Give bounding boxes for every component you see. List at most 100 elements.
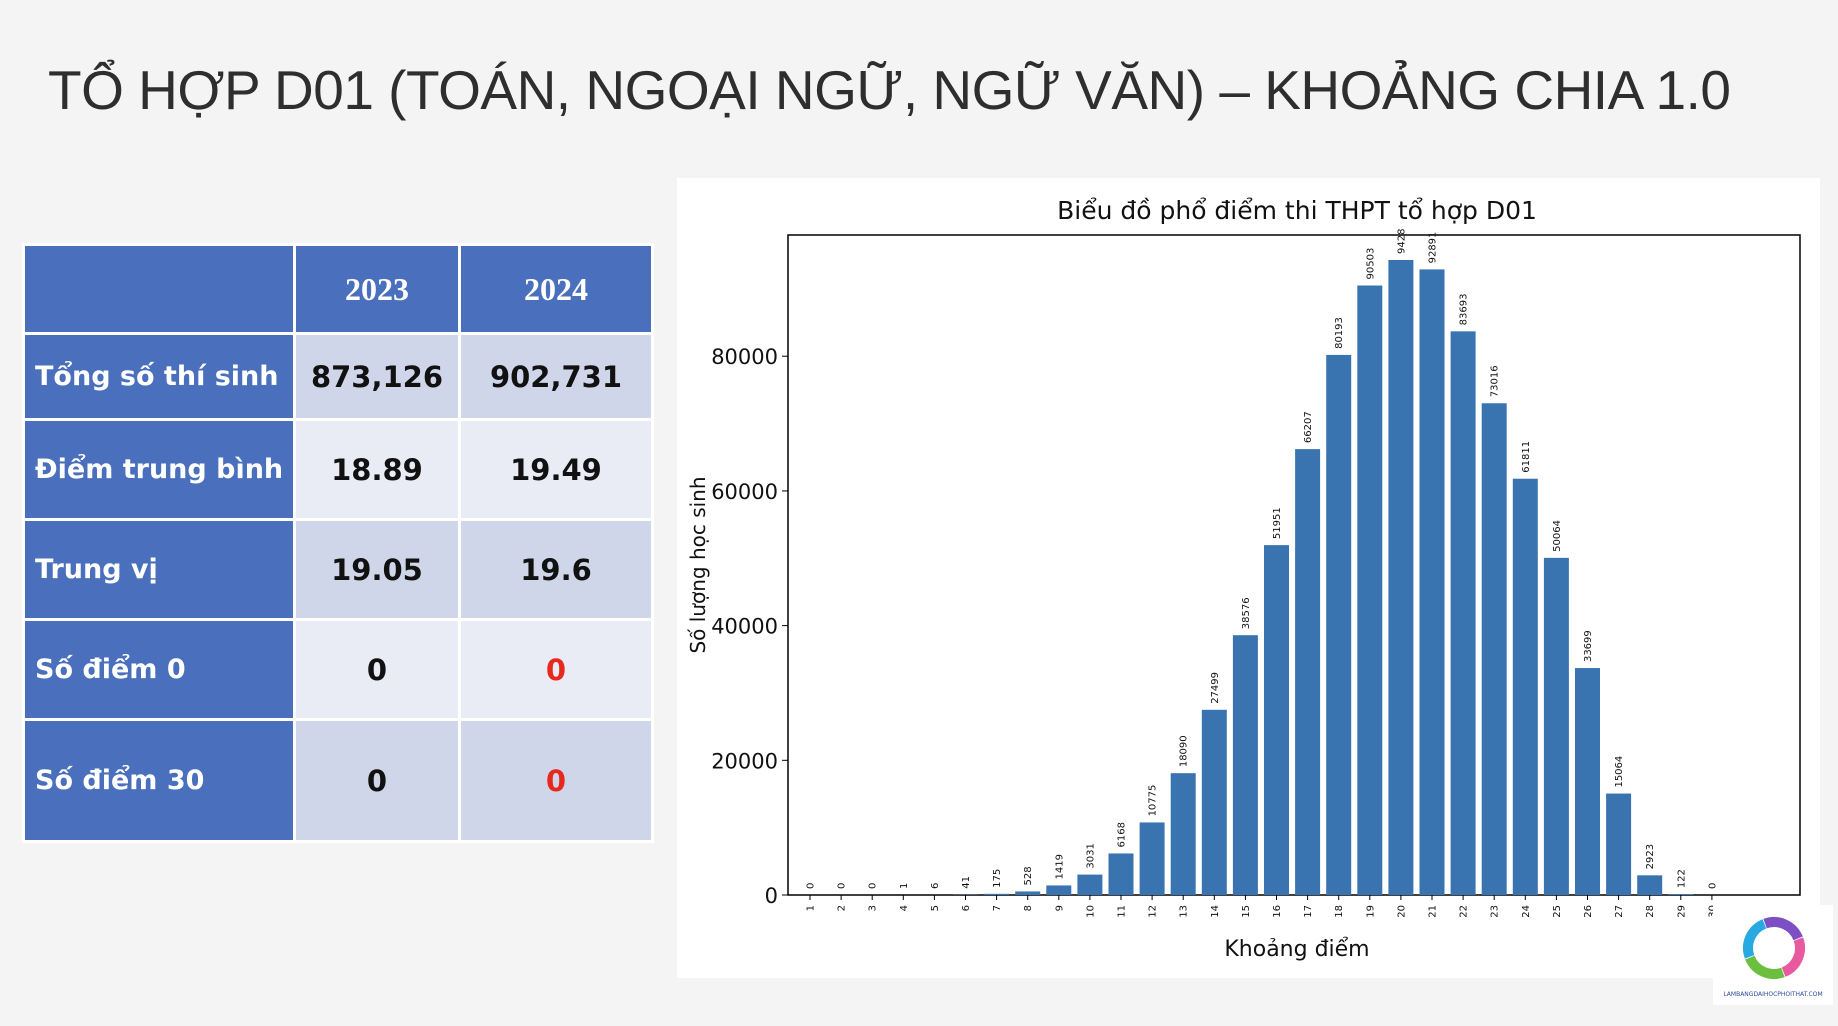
cell-2023: 0 bbox=[293, 718, 461, 843]
cell-2024: 0 bbox=[458, 718, 654, 843]
bar-13 bbox=[1170, 773, 1196, 895]
data-label: 92891 bbox=[1428, 232, 1439, 264]
y-tick-label: 0 bbox=[765, 884, 778, 908]
x-tick-label: 14 bbox=[1210, 905, 1221, 918]
data-label: 0 bbox=[837, 883, 848, 889]
stats-table: 2023 2024 Tổng số thí sinh 873,126 902,7… bbox=[22, 243, 654, 843]
bar-10 bbox=[1077, 874, 1103, 895]
x-tick-label: 23 bbox=[1490, 905, 1501, 918]
data-label: 0 bbox=[868, 883, 879, 889]
data-label: 15064 bbox=[1614, 756, 1625, 788]
bar-26 bbox=[1575, 668, 1600, 895]
data-label: 61811 bbox=[1521, 441, 1532, 473]
row-label-median: Trung vị bbox=[22, 518, 296, 621]
data-label: 73016 bbox=[1490, 365, 1501, 397]
data-label: 0 bbox=[806, 883, 817, 889]
x-tick-label: 22 bbox=[1459, 905, 1470, 918]
data-label: 80193 bbox=[1334, 317, 1345, 349]
row-label-thirty: Số điểm 30 bbox=[22, 718, 296, 843]
x-tick-label: 2 bbox=[837, 905, 848, 911]
bar-18 bbox=[1326, 354, 1352, 895]
table-row: Điểm trung bình 18.89 19.49 bbox=[22, 418, 654, 521]
data-label: 10775 bbox=[1148, 785, 1159, 817]
data-label: 66207 bbox=[1303, 411, 1314, 443]
bars-group: 0 0 0 1 6 41 175 528 1419 3031 6168 10775 18090 27499… bbox=[806, 229, 1718, 895]
slide-title: TỔ HỢP D01 (TOÁN, NGOẠI NGỮ, NGỮ VĂN) – … bbox=[48, 59, 1731, 121]
x-tick-label: 6 bbox=[961, 905, 972, 911]
y-axis-label: Số lượng học sinh bbox=[686, 476, 710, 653]
data-label: 33699 bbox=[1583, 630, 1594, 662]
data-label: 1419 bbox=[1054, 854, 1065, 879]
cell-2024: 0 bbox=[458, 618, 654, 721]
data-label: 18090 bbox=[1179, 735, 1190, 767]
x-tick-label: 15 bbox=[1241, 905, 1252, 918]
data-label: 122 bbox=[1676, 869, 1687, 888]
y-tick-label: 60000 bbox=[711, 480, 778, 504]
data-label: 3031 bbox=[1085, 843, 1096, 868]
cell-2024: 19.6 bbox=[458, 518, 654, 621]
cell-2023: 873,126 bbox=[293, 332, 461, 421]
score-distribution-chart: Biểu đồ phổ điểm thi THPT tổ hợp D01 0 0 0… bbox=[686, 196, 1801, 962]
bar-17 bbox=[1295, 449, 1321, 895]
table-header-row: 2023 2024 bbox=[22, 243, 654, 335]
bar-16 bbox=[1264, 545, 1289, 895]
y-tick-label: 40000 bbox=[711, 615, 778, 639]
bar-7 bbox=[984, 893, 1010, 895]
y-axis: 0 20000 40000 60000 80000 bbox=[711, 345, 788, 908]
x-tick-label: 3 bbox=[868, 905, 879, 911]
x-tick-label: 26 bbox=[1583, 905, 1594, 918]
logo-text: LAMBANGDAIHOCPHOITHAT.COM bbox=[1723, 991, 1823, 998]
cell-2024: 19.49 bbox=[458, 418, 654, 521]
chart-title: Biểu đồ phổ điểm thi THPT tổ hợp D01 bbox=[1057, 196, 1537, 225]
cell-2024: 902,731 bbox=[458, 332, 654, 421]
x-tick-label: 11 bbox=[1117, 905, 1128, 918]
x-tick-label: 12 bbox=[1148, 905, 1159, 918]
x-tick-label: 8 bbox=[1023, 905, 1034, 911]
data-label: 27499 bbox=[1210, 672, 1221, 704]
x-tick-label: 20 bbox=[1396, 905, 1407, 918]
bar-12 bbox=[1139, 822, 1165, 895]
bar-14 bbox=[1201, 709, 1227, 895]
x-tick-label: 30 bbox=[1707, 905, 1718, 918]
chart-panel: Biểu đồ phổ điểm thi THPT tổ hợp D01 0 0 0… bbox=[677, 178, 1820, 978]
data-label: 1 bbox=[899, 883, 910, 889]
x-axis: 1 2 3 4 5 6 7 8 9 10 11 12 13 14 15 16 17 18 19 20 21 22 23 24 2… bbox=[806, 895, 1718, 918]
table-row: Số điểm 0 0 0 bbox=[22, 618, 654, 721]
data-label: 528 bbox=[1023, 866, 1034, 885]
cell-2023: 19.05 bbox=[293, 518, 461, 621]
x-tick-label: 25 bbox=[1552, 905, 1563, 918]
data-label: 51951 bbox=[1272, 507, 1283, 539]
x-tick-label: 16 bbox=[1272, 905, 1283, 918]
data-label: 38576 bbox=[1241, 597, 1252, 629]
data-label: 83693 bbox=[1459, 294, 1470, 326]
row-label-mean: Điểm trung bình bbox=[22, 418, 296, 521]
table-row: Tổng số thí sinh 873,126 902,731 bbox=[22, 332, 654, 421]
x-tick-label: 1 bbox=[806, 905, 817, 911]
bar-11 bbox=[1108, 853, 1134, 895]
table-header-empty bbox=[22, 243, 296, 335]
x-axis-label: Khoảng điểm bbox=[1224, 937, 1369, 962]
logo-icon bbox=[1743, 917, 1805, 979]
data-label: 50064 bbox=[1552, 520, 1563, 552]
data-label: 6 bbox=[930, 883, 941, 889]
x-tick-label: 17 bbox=[1303, 905, 1314, 918]
x-tick-label: 10 bbox=[1085, 905, 1096, 918]
data-label: 90503 bbox=[1365, 248, 1376, 280]
bar-28 bbox=[1637, 875, 1663, 895]
bar-24 bbox=[1512, 478, 1538, 895]
site-logo: LAMBANGDAIHOCPHOITHAT.COM bbox=[1713, 905, 1833, 1005]
x-tick-label: 9 bbox=[1054, 905, 1065, 911]
x-tick-label: 29 bbox=[1676, 905, 1687, 918]
bar-21 bbox=[1419, 269, 1445, 895]
cell-2023: 0 bbox=[293, 618, 461, 721]
bar-20 bbox=[1388, 259, 1414, 895]
table-row: Trung vị 19.05 19.6 bbox=[22, 518, 654, 621]
x-tick-label: 24 bbox=[1521, 905, 1532, 918]
bar-23 bbox=[1481, 403, 1507, 895]
bar-15 bbox=[1232, 635, 1258, 895]
x-tick-label: 18 bbox=[1334, 905, 1345, 918]
cell-2023: 18.89 bbox=[293, 418, 461, 521]
x-tick-label: 13 bbox=[1179, 905, 1190, 918]
bar-19 bbox=[1357, 285, 1383, 895]
x-tick-label: 5 bbox=[930, 905, 941, 911]
